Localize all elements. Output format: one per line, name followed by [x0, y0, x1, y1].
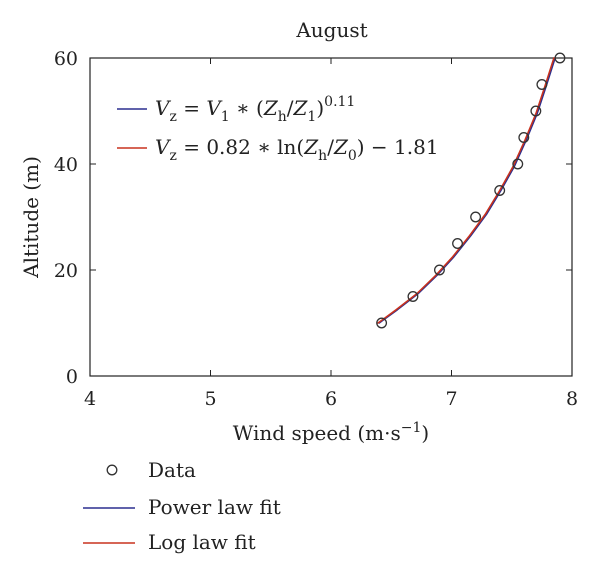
series-legend: Data Power law fit Log law fit: [83, 458, 281, 554]
legend-marker-data: [106, 464, 118, 476]
equation-part: Z: [263, 96, 279, 120]
power-law-fit-line: [378, 57, 556, 324]
data-points: [376, 52, 566, 329]
equation-part: =: [177, 96, 206, 120]
x-axis-label-main: Wind speed (m·s: [233, 421, 401, 445]
x-tick-label: 8: [566, 388, 578, 410]
data-point-marker: [434, 264, 445, 276]
equation-part: /: [327, 135, 334, 159]
equation-part: V: [206, 96, 223, 120]
equation-part: Z: [293, 96, 309, 120]
legend-label: Data: [148, 458, 196, 482]
equation-part: 1: [221, 109, 230, 125]
y-axis-ticks: 0 20 40 60: [54, 48, 572, 388]
equation-part: 1: [307, 109, 316, 125]
equation-part: ): [316, 96, 324, 120]
data-point-marker: [470, 211, 482, 223]
chart-title: August: [295, 18, 367, 42]
x-tick-label: 5: [204, 388, 216, 410]
equation-part: ∗ (: [230, 96, 264, 120]
x-tick-label: 4: [84, 388, 96, 410]
equation-part: 0: [348, 148, 357, 164]
y-tick-label: 40: [54, 154, 78, 176]
x-tick-label: 6: [325, 388, 337, 410]
equation-part: V: [155, 96, 172, 120]
equation-part: z: [169, 109, 176, 125]
y-tick-label: 0: [66, 366, 78, 388]
y-tick-label: 60: [54, 48, 78, 70]
equation-part: Z: [303, 135, 319, 159]
data-point-marker: [494, 185, 506, 196]
data-point-marker: [518, 132, 530, 143]
equation-text: Vz = 0.82 ∗ ln(Zh/Z0) − 1.81: [155, 135, 439, 164]
equation-part: V: [155, 135, 172, 159]
y-tick-label: 20: [54, 260, 78, 282]
equation-part: Z: [333, 135, 349, 159]
equation-part: /: [287, 96, 294, 120]
x-axis-label-superscript: −1: [401, 420, 422, 436]
x-tick-label: 7: [445, 388, 457, 410]
equation-part: z: [169, 148, 176, 164]
equation-part: h: [318, 148, 327, 164]
data-point-marker: [530, 105, 542, 117]
data-point-marker: [452, 238, 463, 249]
equation-part: 0.11: [324, 94, 355, 110]
x-axis-ticks: 4 5 6 7 8: [84, 58, 578, 410]
x-axis-label: Wind speed (m·s−1): [233, 420, 429, 445]
equation-part: = 0.82 ∗ ln(: [177, 135, 304, 159]
data-point-marker: [407, 291, 419, 302]
legend-label: Log law fit: [148, 530, 256, 554]
y-axis-label: Altitude (m): [19, 156, 43, 279]
fit-lines: [377, 57, 556, 324]
equation-part: h: [278, 109, 287, 125]
data-point-marker: [512, 158, 524, 170]
data-point-marker: [554, 52, 566, 64]
data-point-marker: [376, 317, 388, 329]
equation-text: Vz = V1 ∗ (Zh/Z1)0.11: [155, 94, 355, 125]
data-point-marker: [536, 79, 548, 90]
log-law-fit-line: [377, 57, 555, 324]
x-axis-label-close: ): [421, 421, 429, 445]
equation-part: ) − 1.81: [357, 135, 439, 159]
legend-label: Power law fit: [148, 495, 281, 519]
